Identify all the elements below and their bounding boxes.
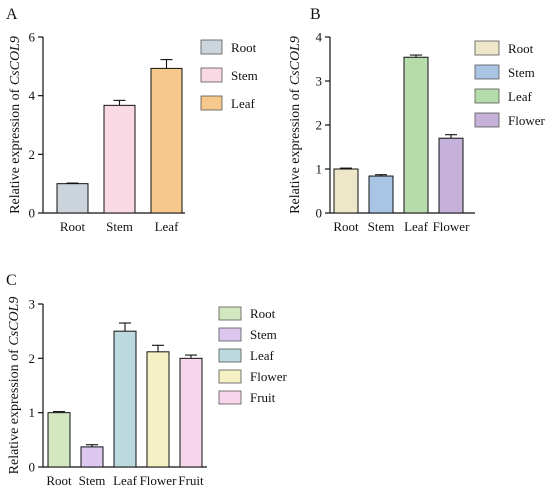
legend-swatch-leaf	[218, 348, 242, 363]
y-tick-label-2: 2	[29, 147, 36, 162]
legend-swatch-stem	[218, 327, 242, 342]
legend-label-flower: Flower	[250, 369, 288, 384]
y-tick-label-0: 0	[29, 206, 36, 221]
panel-letter: A	[6, 6, 18, 23]
x-tick-label-stem: Stem	[106, 219, 133, 234]
y-tick-label-1: 1	[316, 162, 323, 177]
legend-swatch-root	[218, 306, 242, 321]
panel-a: A 0 2 4 6 Relative expression of CsCOL9 Root St…	[6, 6, 258, 234]
y-tick-label-3: 3	[29, 297, 36, 312]
y-axis-label-gene: CsCOL9	[288, 36, 303, 85]
legend-label-leaf: Leaf	[231, 96, 255, 111]
x-tick-label-stem: Stem	[368, 219, 395, 234]
legend-label-flower: Flower	[508, 113, 546, 128]
legend-swatch-fruit	[218, 390, 242, 405]
x-tick-label-root: Root	[60, 219, 86, 234]
bar-leaf	[403, 56, 429, 214]
bar-flower	[438, 137, 464, 214]
y-axis-label: Relative expression of CsCOL9	[288, 36, 303, 214]
legend-swatch-flower	[218, 369, 242, 384]
y-axis-label-text: Relative expression of	[7, 346, 22, 475]
panel-letter: B	[310, 6, 321, 23]
legend-swatch-root	[474, 40, 500, 56]
bar-root	[56, 183, 89, 214]
x-tick-label-fruit: Fruit	[178, 473, 204, 488]
legend-label-stem: Stem	[231, 68, 258, 83]
x-tick-label-root: Root	[333, 219, 359, 234]
y-axis-label-text: Relative expression of	[8, 85, 23, 214]
y-axis-label-gene: CsCOL9	[8, 36, 23, 85]
x-tick-label-leaf: Leaf	[155, 219, 179, 234]
y-tick-label-0: 0	[316, 206, 323, 221]
legend-swatch-stem	[474, 64, 500, 80]
y-tick-label-2: 2	[29, 351, 36, 366]
panel-c: C 0 1 2 3 Relative expression of CsCOL9 Root St…	[6, 272, 288, 488]
legend-swatch-leaf	[474, 88, 500, 104]
y-axis-label: Relative expression of CsCOL9	[8, 36, 23, 214]
legend-label-stem: Stem	[250, 327, 277, 342]
bar-root	[333, 168, 359, 214]
legend-label-leaf: Leaf	[250, 348, 274, 363]
x-tick-label-leaf: Leaf	[113, 473, 137, 488]
y-tick-label-6: 6	[29, 30, 36, 45]
bar-flower	[146, 351, 170, 468]
x-tick-label-leaf: Leaf	[404, 219, 428, 234]
legend-swatch-stem	[200, 67, 223, 83]
legend-swatch-leaf	[200, 95, 223, 111]
bar-root	[47, 412, 71, 468]
bar-stem	[368, 175, 394, 214]
bar-leaf	[113, 330, 137, 468]
x-tick-label-stem: Stem	[79, 473, 106, 488]
x-tick-label-root: Root	[46, 473, 72, 488]
legend-swatch-root	[200, 39, 223, 55]
bar-fruit	[179, 357, 203, 468]
y-tick-label-4: 4	[316, 30, 323, 45]
panel-letter: C	[6, 272, 17, 289]
y-tick-label-3: 3	[316, 74, 323, 89]
legend-label-root: Root	[250, 306, 276, 321]
legend-label-root: Root	[508, 41, 534, 56]
y-tick-label-2: 2	[316, 118, 323, 133]
x-tick-label-flower: Flower	[433, 219, 471, 234]
y-axis-label-text: Relative expression of	[288, 85, 303, 214]
legend-label-root: Root	[231, 40, 257, 55]
y-axis-label-gene: CsCOL9	[7, 297, 22, 346]
bar-stem	[80, 446, 104, 468]
bar-stem	[103, 104, 136, 214]
bar-leaf	[150, 67, 183, 214]
y-tick-label-0: 0	[29, 460, 36, 475]
y-tick-label-4: 4	[29, 88, 36, 103]
legend-swatch-flower	[474, 112, 500, 128]
y-axis-label: Relative expression of CsCOL9	[7, 297, 22, 475]
y-tick-label-1: 1	[29, 405, 36, 420]
legend-label-leaf: Leaf	[508, 89, 532, 104]
x-tick-label-flower: Flower	[140, 473, 178, 488]
panel-b: B 0 1 2 3 4 Relative expression of CsCOL9 Root S…	[288, 6, 546, 234]
legend-label-stem: Stem	[508, 65, 535, 80]
legend-label-fruit: Fruit	[250, 390, 276, 405]
